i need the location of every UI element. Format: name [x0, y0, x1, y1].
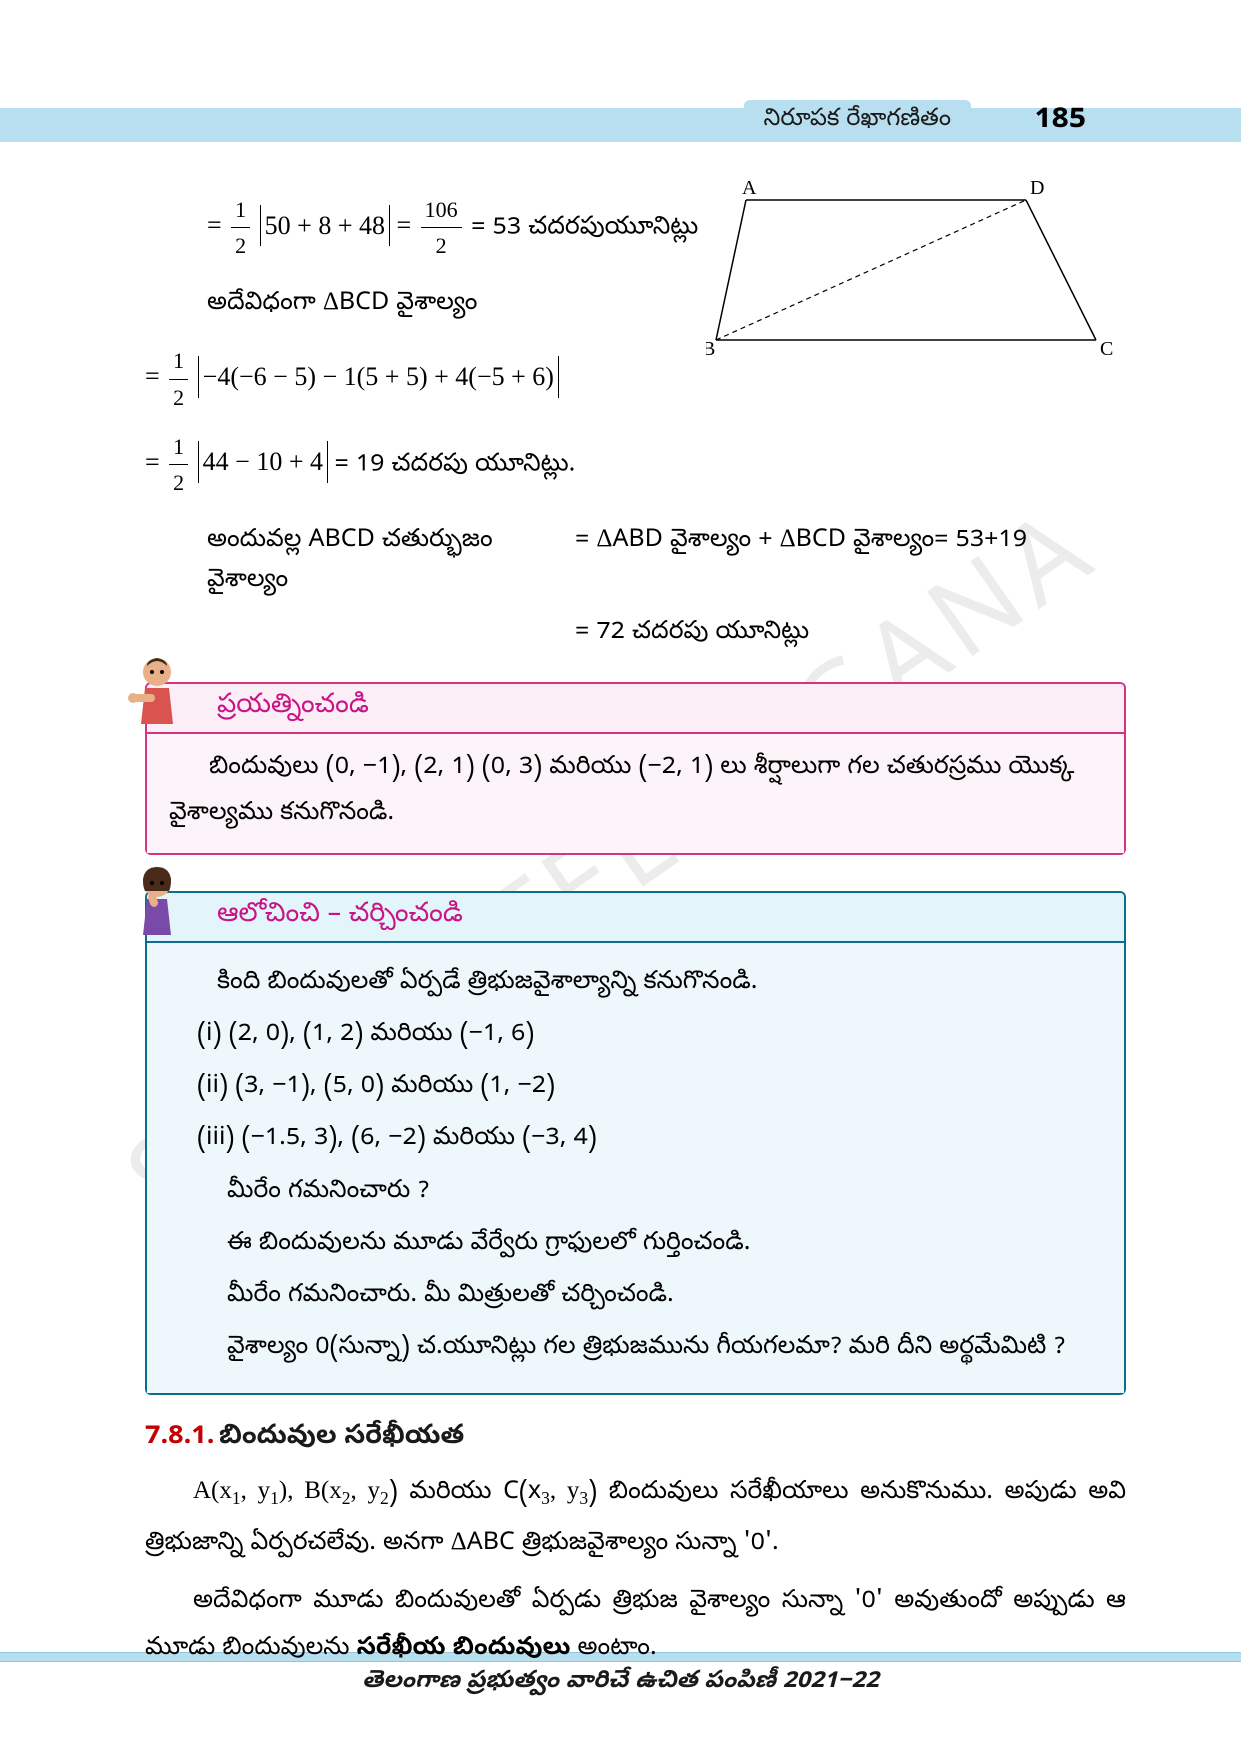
section-title: బిందువుల సరేఖీయత: [219, 1421, 464, 1457]
try-this-box: ప్రయత్నించండి బిందువులు (0, −1), (2, 1) …: [145, 682, 1126, 855]
vertex-b: B: [706, 338, 715, 360]
section-heading: 7.8.1. బిందువుల సరేఖీయత: [145, 1421, 1126, 1457]
think-header: ఆలోచించి – చర్చించండి: [147, 893, 1124, 943]
think-discuss-box: ఆలోచించి – చర్చించండి కింది బిందువులతో ఏ…: [145, 891, 1126, 1395]
line5-right: = ΔABD వైశాల్యం + ΔBCD వైశాల్యం= 53+19: [575, 522, 1027, 602]
try-header: ప్రయత్నించండి: [147, 684, 1124, 734]
try-body-text: బిందువులు (0, −1), (2, 1) (0, 3) మరియు (…: [169, 752, 1074, 832]
abs-4: 44 − 10 + 4: [198, 441, 328, 483]
quadrilateral-figure: A D B C: [706, 180, 1116, 360]
math-line-4: = 12 44 − 10 + 4 = 19 చదరపు యూనిట్లు.: [145, 429, 1126, 500]
eq-prefix: =: [207, 211, 228, 240]
line5-left: అందువల్ల ABCD చతుర్భుజం వైశాల్యం: [145, 522, 575, 602]
page: SCERT, TELANGANA నిరూపక రేఖాగణితం 185 A …: [0, 0, 1241, 1754]
line6-right: = 72 చదరపు యూనిట్లు: [575, 614, 809, 654]
math-line-6: = 72 చదరపు యూనిట్లు: [145, 614, 1126, 654]
think-item-2: (ii) (3, −1), (5, 0) మరియు (1, −2): [169, 1065, 1106, 1111]
boy-pointing-icon: [125, 654, 195, 734]
think-q2: ఈ బిందువులను మూడు వేర్వేరు గ్రాఫులలో గుర…: [169, 1222, 1106, 1268]
chapter-title: నిరూపక రేఖాగణితం: [744, 100, 972, 141]
think-item-3: (iii) (−1.5, 3), (6, −2) మరియు (−3, 4): [169, 1117, 1106, 1163]
think-q1: మీరేం గమనించారు ?: [169, 1170, 1106, 1216]
result-4: = 19 చదరపు యూనిట్లు.: [335, 449, 576, 483]
abs-3: −4(−6 − 5) − 1(5 + 5) + 4(−5 + 6): [198, 356, 559, 398]
think-intro: కింది బిందువులతో ఏర్పడే త్రిభుజవైశాల్యాన…: [169, 961, 1106, 1007]
quadrilateral-svg: A D B C: [706, 180, 1116, 360]
page-number: 185: [1035, 102, 1086, 142]
vertex-a: A: [742, 180, 757, 199]
think-item-1: (i) (2, 0), (1, 2) మరియు (−1, 6): [169, 1013, 1106, 1059]
content-area: A D B C = 12 50 + 8 + 48 = 1062 = 53 చదర…: [145, 180, 1126, 1685]
section-para-1: A(x1, y1), B(x2, y2) మరియు C(x3, y3) బిం…: [145, 1467, 1126, 1570]
think-q3: మీరేం గమనించారు. మీ మిత్రులతో చర్చించండి…: [169, 1274, 1106, 1320]
abs-1: 50 + 8 + 48: [260, 205, 390, 247]
girl-thinking-icon: [125, 863, 195, 943]
section-para-2: అదేవిధంగా మూడు బిందువులతో ఏర్పడు త్రిభుజ…: [145, 1580, 1126, 1675]
vertex-c: C: [1100, 338, 1113, 360]
math-line-5: అందువల్ల ABCD చతుర్భుజం వైశాల్యం = ΔABD …: [145, 522, 1126, 602]
section-number: 7.8.1.: [145, 1421, 214, 1457]
vertex-d: D: [1030, 180, 1044, 199]
think-body: కింది బిందువులతో ఏర్పడే త్రిభుజవైశాల్యాన…: [147, 943, 1124, 1393]
try-body: బిందువులు (0, −1), (2, 1) (0, 3) మరియు (…: [147, 734, 1124, 853]
think-q4: వైశాల్యం 0(సున్నా) చ.యూనిట్లు గల త్రిభుజ…: [169, 1326, 1106, 1372]
result-1: = 53 చదరపుయూనిట్లు: [471, 213, 698, 247]
bold-term: సరేఖీయ బిందువులు: [357, 1633, 571, 1667]
